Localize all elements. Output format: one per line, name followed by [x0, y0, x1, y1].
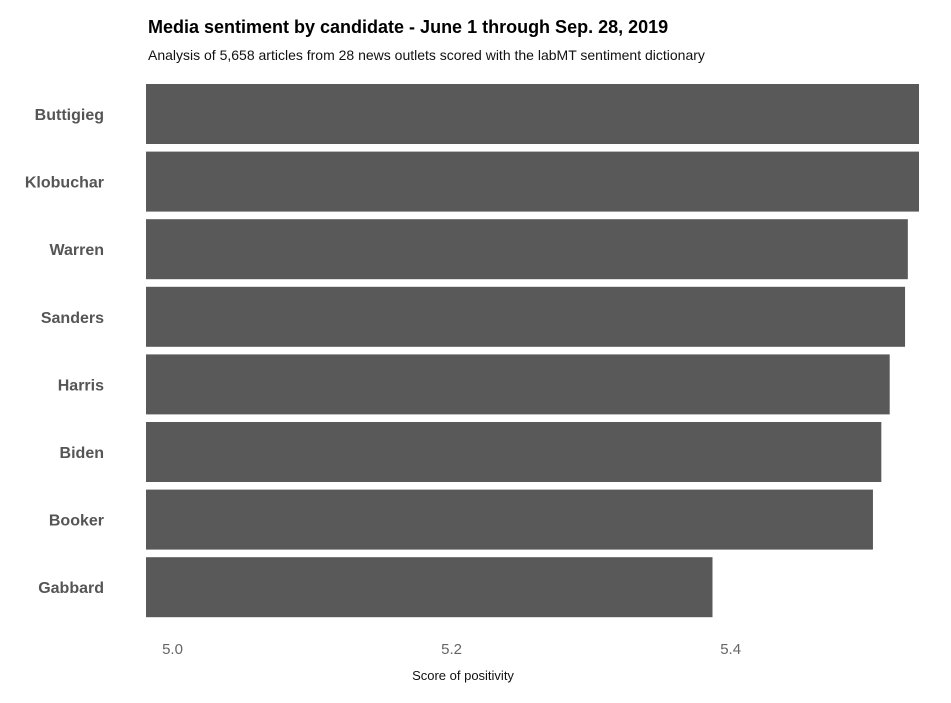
- bars-group: [146, 84, 919, 618]
- bar-sanders: [146, 286, 906, 347]
- x-tick-labels: 5.0 5.2 5.4: [162, 641, 741, 658]
- bar-klobuchar: [146, 151, 919, 212]
- bar-gabbard: [146, 557, 713, 618]
- category-label-harris: Harris: [58, 377, 104, 394]
- category-label-gabbard: Gabbard: [38, 580, 104, 597]
- category-label-biden: Biden: [60, 445, 104, 462]
- x-tick-label: 5.0: [162, 641, 183, 658]
- chart-subtitle: Analysis of 5,658 articles from 28 news …: [148, 47, 705, 63]
- bar-harris: [146, 354, 890, 415]
- bar-buttigieg: [146, 84, 919, 144]
- category-labels: Buttigieg Klobuchar Warren Sanders Harris Bid…: [25, 107, 104, 597]
- bar-warren: [146, 219, 908, 280]
- category-label-warren: Warren: [49, 242, 104, 259]
- category-label-klobuchar: Klobuchar: [25, 175, 104, 192]
- category-label-buttigieg: Buttigieg: [35, 107, 104, 124]
- category-label-sanders: Sanders: [41, 310, 104, 327]
- x-tick-label: 5.2: [441, 641, 462, 658]
- bar-biden: [146, 422, 882, 482]
- bar-booker: [146, 489, 873, 550]
- category-label-booker: Booker: [49, 513, 104, 530]
- x-axis-label: Score of positivity: [412, 668, 514, 683]
- chart-title: Media sentiment by candidate - June 1 th…: [148, 17, 669, 37]
- x-tick-label: 5.4: [720, 641, 741, 658]
